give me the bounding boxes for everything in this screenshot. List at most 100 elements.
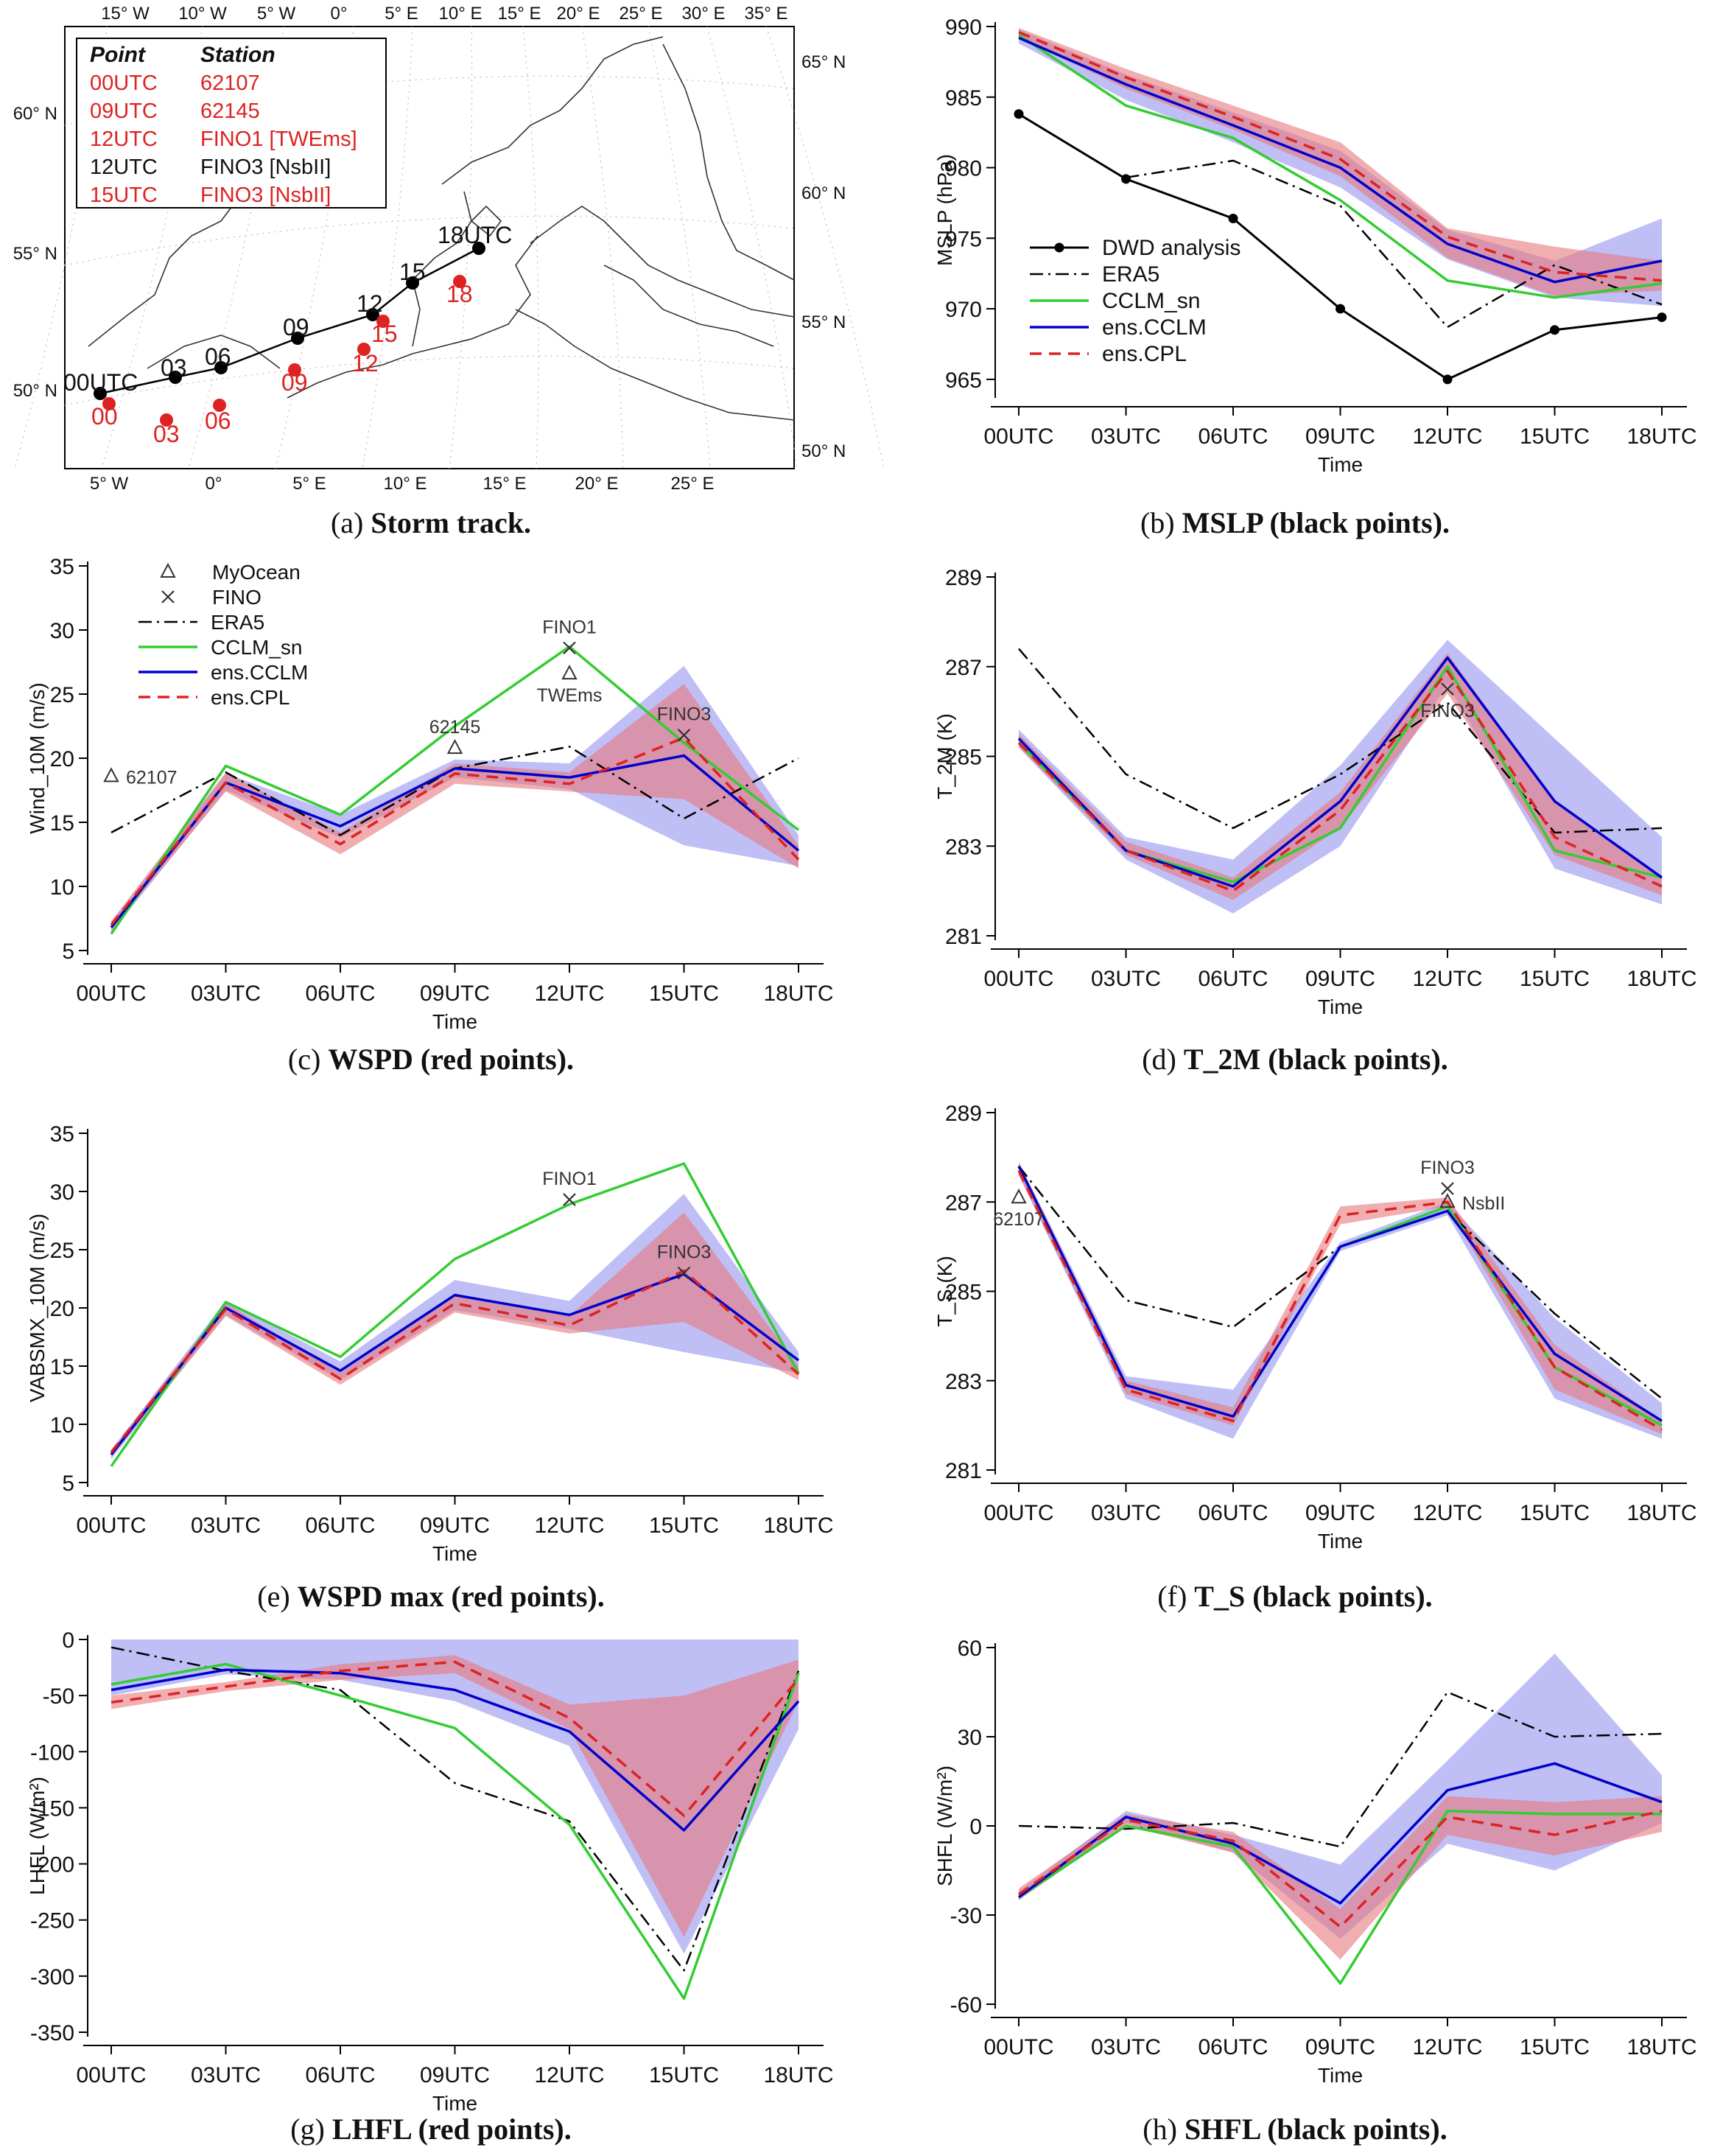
obs-point bbox=[1228, 213, 1238, 223]
chart-t2m: 281 283 285 287 289 00UTC 03UTC 06UTC 09UTC 12UTC… bbox=[933, 566, 1697, 1018]
marker-label: FINO3 bbox=[657, 1242, 712, 1263]
legend-point: 12UTC bbox=[90, 155, 158, 179]
x-tick-label: 09UTC bbox=[1305, 424, 1375, 449]
lat-label-right: 50° N bbox=[801, 441, 846, 461]
caption-label: (e) bbox=[257, 1580, 298, 1613]
cross-marker bbox=[563, 1193, 576, 1206]
lat-label-left: 50° N bbox=[13, 381, 57, 401]
marker-label: FINO3 bbox=[1420, 701, 1475, 721]
y-axis-label: VABSMX_10M (m/s) bbox=[26, 1214, 49, 1402]
cross-marker bbox=[677, 728, 691, 742]
series-cclm_sn bbox=[110, 1162, 800, 1467]
y-tick-label: 287 bbox=[945, 656, 982, 680]
track-point bbox=[291, 332, 304, 345]
x-tick-label: 09UTC bbox=[1305, 967, 1375, 991]
y-axis-label: T_S (K) bbox=[933, 1256, 956, 1326]
coastline bbox=[287, 235, 538, 399]
x-axis-label: Time bbox=[1318, 453, 1363, 476]
lon-label-bottom: 15° E bbox=[483, 474, 527, 494]
track-point bbox=[366, 308, 379, 321]
x-tick-label: 18UTC bbox=[1627, 2035, 1696, 2059]
lat-label-left: 60° N bbox=[13, 104, 57, 124]
legend-label: ens.CPL bbox=[211, 686, 289, 709]
legend-label: ens.CPL bbox=[1102, 342, 1187, 366]
y-tick-label: -250 bbox=[30, 1909, 74, 1933]
x-axis-label: Time bbox=[1318, 995, 1363, 1018]
x-tick-label: 03UTC bbox=[1091, 1501, 1161, 1525]
band-cpl-1 bbox=[1019, 653, 1662, 900]
y-tick-label: 285 bbox=[945, 746, 982, 770]
x-tick-label: 18UTC bbox=[1627, 967, 1696, 991]
band-cpl-1 bbox=[111, 1655, 799, 1937]
series-ens_cpl bbox=[110, 1660, 800, 1817]
x-tick-label: 00UTC bbox=[76, 2063, 146, 2087]
y-tick-label: 25 bbox=[50, 683, 74, 707]
y-tick-label: -300 bbox=[30, 1965, 74, 1989]
x-tick-label: 03UTC bbox=[1091, 424, 1161, 449]
x-tick-label: 18UTC bbox=[763, 2063, 833, 2087]
caption-text: WSPD (red points). bbox=[328, 1043, 575, 1076]
marker-label: FINO3 bbox=[1420, 1158, 1475, 1178]
y-tick-label: 289 bbox=[945, 1102, 982, 1126]
legend-label: FINO bbox=[212, 586, 262, 609]
obs-point bbox=[1657, 312, 1667, 323]
station-label: 06 bbox=[205, 407, 231, 434]
lon-label-bottom: 5° E bbox=[292, 474, 326, 494]
x-tick-label: 00UTC bbox=[76, 1513, 146, 1538]
band-cpl-1 bbox=[111, 1212, 799, 1457]
lon-label-top: 10° W bbox=[178, 4, 227, 24]
x-axis-label: Time bbox=[1318, 1530, 1363, 1553]
marker-label: NsbII bbox=[1462, 1193, 1505, 1214]
y-tick-label: 60 bbox=[958, 1637, 982, 1661]
lon-label-top: 5° E bbox=[385, 4, 418, 24]
coastline bbox=[441, 36, 664, 185]
caption-label: (h) bbox=[1143, 2113, 1185, 2146]
x-tick-label: 12UTC bbox=[1412, 967, 1482, 991]
y-tick-label: -150 bbox=[30, 1796, 74, 1821]
y-tick-label: 985 bbox=[945, 86, 982, 111]
x-axis-label: Time bbox=[1318, 2064, 1363, 2087]
series-era5 bbox=[1018, 648, 1663, 834]
station-point bbox=[160, 413, 173, 427]
y-tick-label: -200 bbox=[30, 1853, 74, 1877]
lon-label-bottom: 20° E bbox=[575, 474, 619, 494]
triangle-marker bbox=[446, 738, 463, 755]
series-ens_cclm bbox=[1017, 1762, 1663, 1905]
station-label: 12 bbox=[352, 350, 379, 377]
x-tick-label: 15UTC bbox=[1520, 424, 1590, 449]
caption-g: (g) LHFL (red points). bbox=[136, 2112, 726, 2146]
y-tick-label: 289 bbox=[945, 566, 982, 590]
series-cclm_sn bbox=[110, 645, 800, 935]
lon-label-top: 20° E bbox=[557, 4, 600, 24]
band-cpl-1 bbox=[111, 684, 799, 931]
triangle-marker bbox=[1011, 1189, 1027, 1204]
series-ens_cpl bbox=[110, 1269, 800, 1453]
y-tick-label: 5 bbox=[62, 939, 74, 964]
caption-text: SHFL (black points). bbox=[1184, 2113, 1447, 2146]
legend-station: FINO1 [TWEms] bbox=[200, 127, 357, 151]
triangle-marker bbox=[1439, 1193, 1456, 1208]
caption-label: (g) bbox=[290, 2113, 332, 2146]
band-cclm-0 bbox=[1019, 640, 1662, 914]
caption-e: (e) WSPD max (red points). bbox=[136, 1579, 726, 1614]
legend-station: FINO3 [NsbII] bbox=[200, 155, 331, 179]
storm-track-map: 15° W 10° W 5° W 0° 5° E 10° E 15° E 20° E 25° E… bbox=[13, 4, 885, 494]
track-point bbox=[406, 276, 419, 290]
station-label: 03 bbox=[153, 421, 180, 447]
y-axis-label: MSLP (hPa) bbox=[933, 154, 956, 266]
caption-f: (f) T_S (black points). bbox=[1000, 1579, 1590, 1614]
series-ens_cpl bbox=[1018, 31, 1663, 282]
y-tick-label: 283 bbox=[945, 1370, 982, 1394]
meridian-line bbox=[765, 26, 885, 469]
track-label: 15 bbox=[399, 259, 426, 285]
x-tick-label: 12UTC bbox=[534, 2063, 604, 2087]
lon-label-bottom: 10° E bbox=[384, 474, 427, 494]
series-ens_cpl bbox=[1017, 1170, 1663, 1431]
y-tick-label: 20 bbox=[50, 747, 74, 771]
chart-lhfl: -350 -300 -250 -200 -150 -100 -50 0 00UTC 03UTC 06… bbox=[26, 1628, 834, 2115]
track-label: 03 bbox=[161, 354, 187, 381]
station-point bbox=[453, 275, 466, 288]
x-tick-label: 15UTC bbox=[1520, 1501, 1590, 1525]
